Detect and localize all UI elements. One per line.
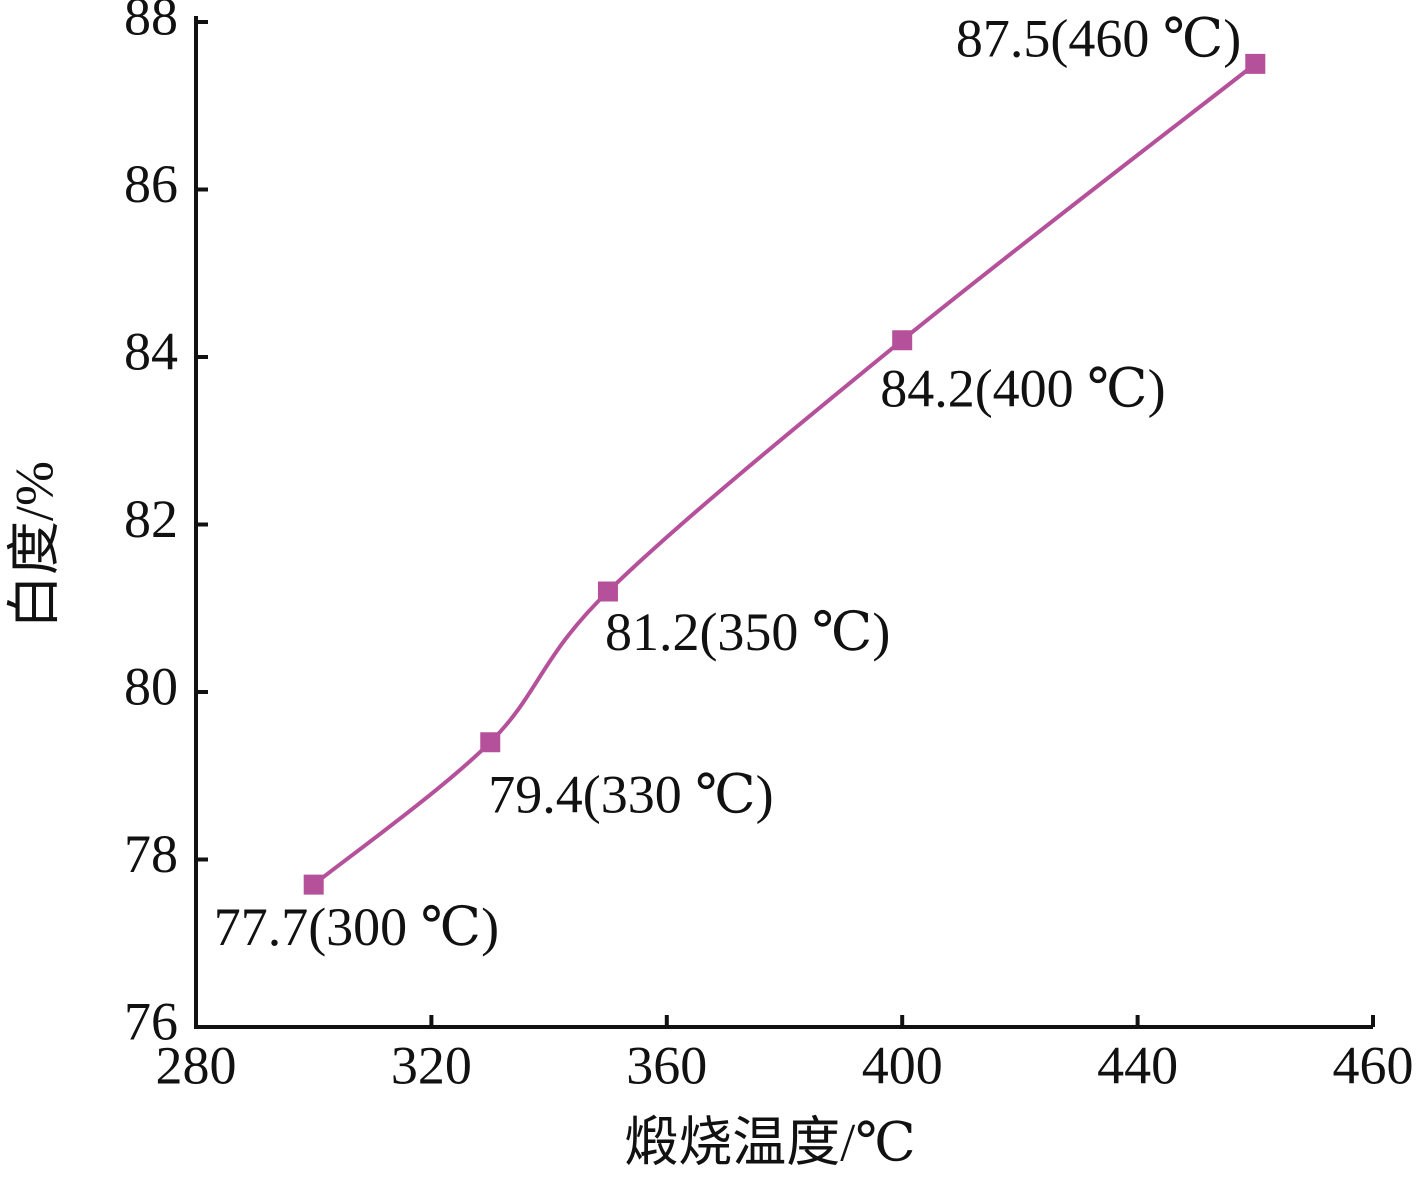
marker bbox=[480, 732, 501, 753]
line bbox=[312, 62, 1257, 887]
x-tick-label: 280 bbox=[156, 1035, 237, 1095]
data-label: 79.4(330 ℃) bbox=[488, 765, 773, 825]
y-tick-label: 82 bbox=[124, 489, 178, 549]
marker bbox=[303, 874, 324, 895]
y-tick-label: 80 bbox=[124, 656, 178, 716]
y-tick-label: 76 bbox=[124, 991, 178, 1051]
y-axis-label: 白度/% bbox=[4, 461, 64, 629]
marker bbox=[892, 330, 913, 351]
x-tick-label: 440 bbox=[1097, 1035, 1178, 1095]
data-label: 87.5(460 ℃) bbox=[956, 8, 1241, 68]
marker bbox=[1245, 53, 1266, 74]
y-tick-label: 78 bbox=[124, 824, 178, 884]
x-tick-label: 460 bbox=[1333, 1035, 1414, 1095]
x-tick-label: 320 bbox=[391, 1035, 472, 1095]
x-tick-label: 400 bbox=[862, 1035, 943, 1095]
x-axis-label: 煅烧温度/℃ bbox=[624, 1112, 915, 1172]
data-label: 77.7(300 ℃) bbox=[214, 897, 499, 957]
data-label: 81.2(350 ℃) bbox=[605, 602, 890, 662]
data-label: 84.2(400 ℃) bbox=[880, 359, 1165, 419]
y-tick-label: 84 bbox=[124, 321, 178, 381]
y-tick-label: 88 bbox=[124, 0, 178, 46]
marker bbox=[597, 581, 618, 602]
x-tick-label: 360 bbox=[626, 1035, 707, 1095]
y-tick-label: 86 bbox=[124, 154, 178, 214]
